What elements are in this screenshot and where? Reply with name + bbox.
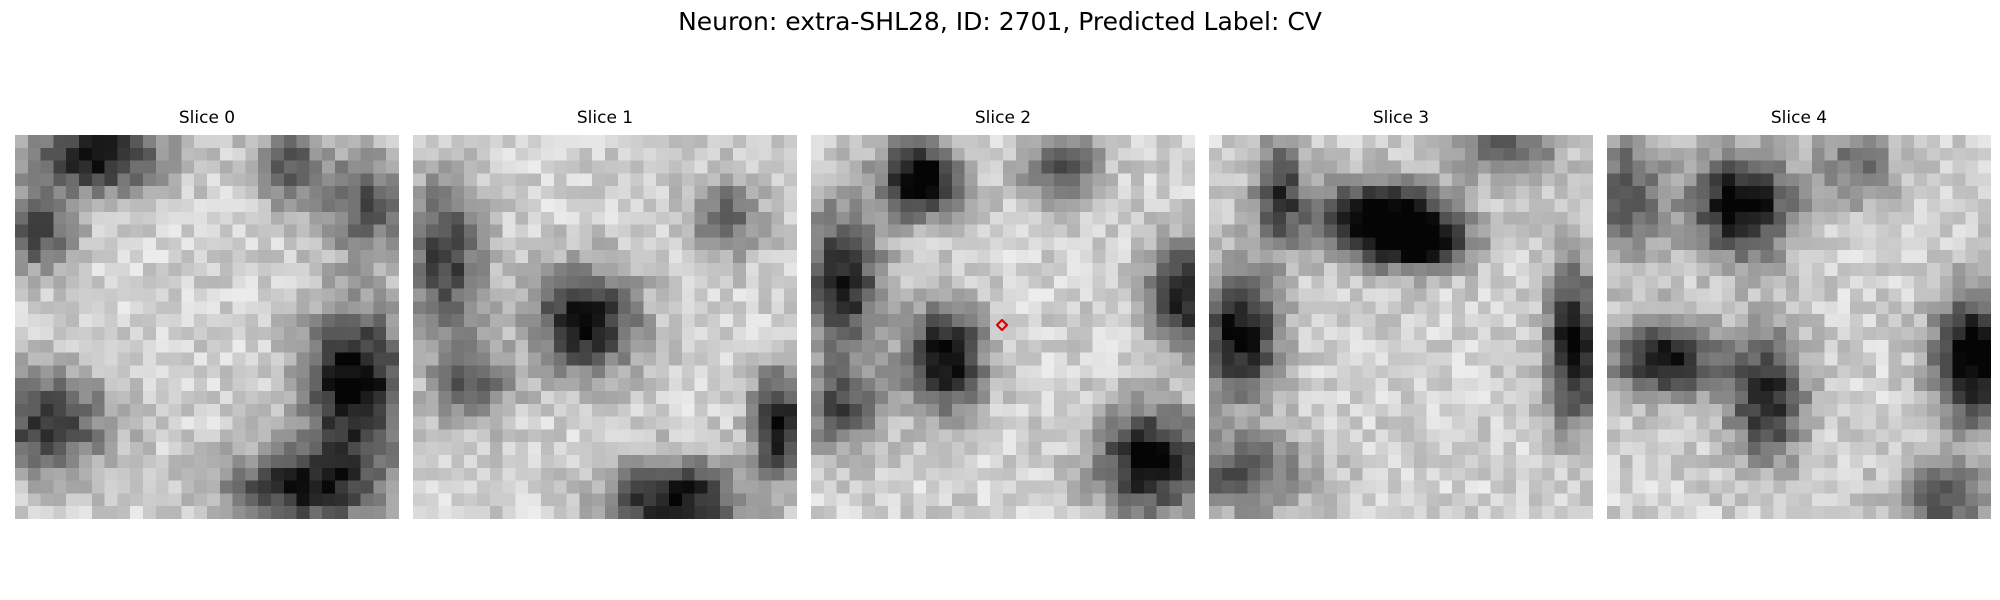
slice-panel-1: Slice 1 xyxy=(413,104,797,519)
figure-title: Neuron: extra-SHL28, ID: 2701, Predicted… xyxy=(678,7,1322,36)
slice-panel-4: Slice 4 xyxy=(1607,104,1991,519)
slice-image-wrapper xyxy=(811,135,1195,519)
slice-image xyxy=(413,135,797,519)
slice-title: Slice 1 xyxy=(576,108,634,128)
slice-panel-2: Slice 2 xyxy=(811,104,1195,519)
slice-image xyxy=(15,135,399,519)
slice-image xyxy=(1607,135,1991,519)
slice-panel-3: Slice 3 xyxy=(1209,104,1593,519)
slice-panel-0: Slice 0 xyxy=(15,104,399,519)
slice-image xyxy=(1209,135,1593,519)
slice-title: Slice 3 xyxy=(1372,108,1430,128)
slice-title: Slice 0 xyxy=(178,108,236,128)
slice-image xyxy=(811,135,1195,519)
slice-title: Slice 2 xyxy=(974,108,1032,128)
slice-title: Slice 4 xyxy=(1770,108,1828,128)
